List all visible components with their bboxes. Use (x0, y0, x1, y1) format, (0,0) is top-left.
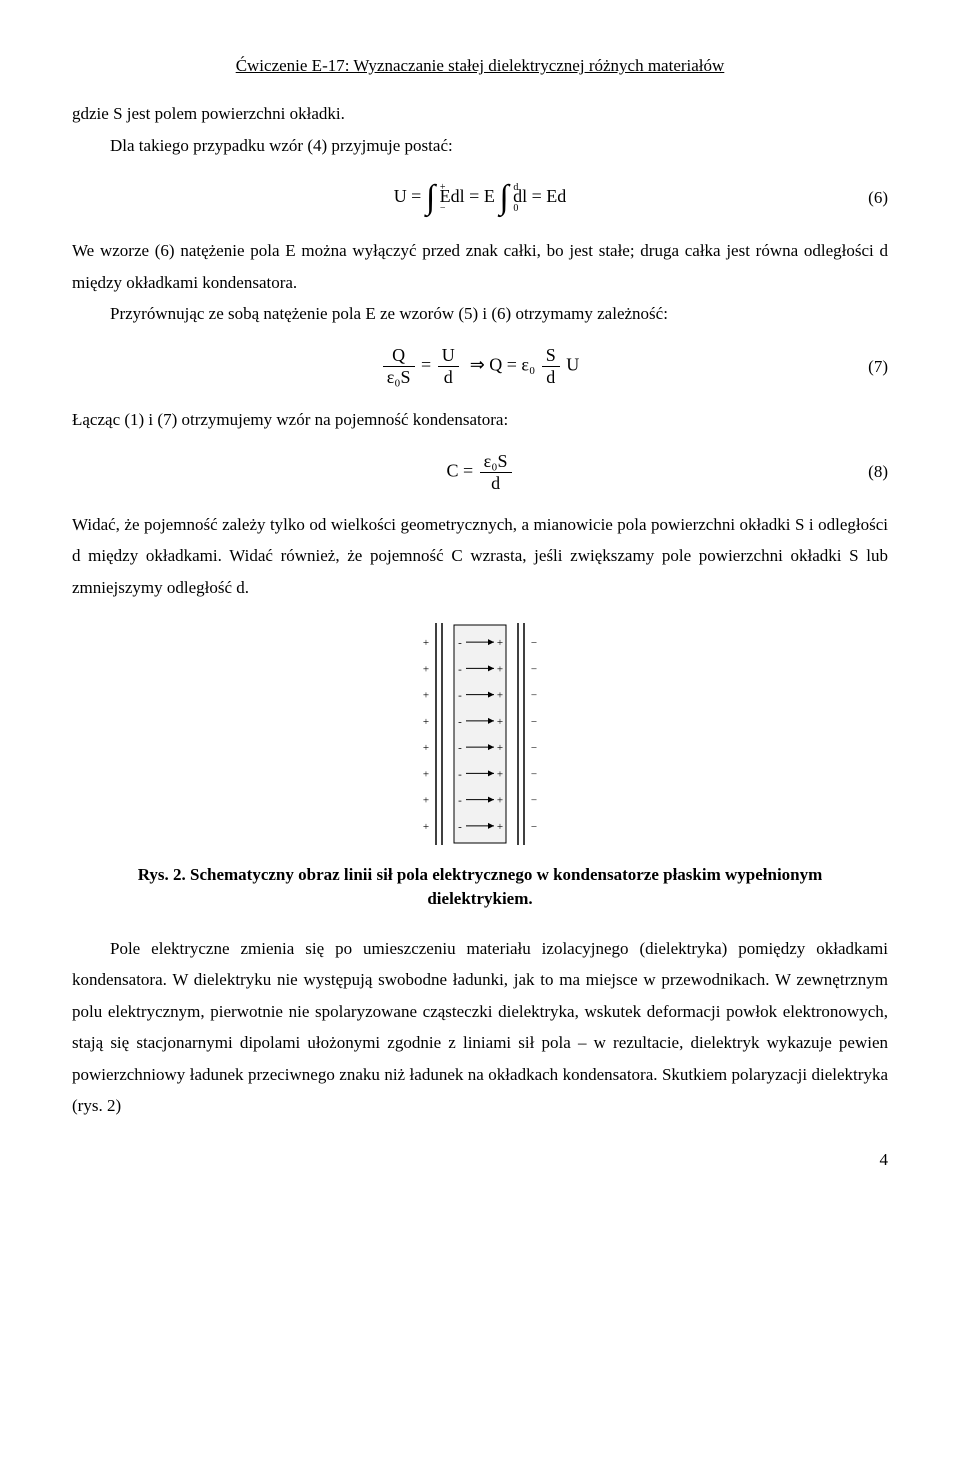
svg-text:-: - (458, 742, 462, 754)
svg-text:+: + (497, 742, 503, 754)
paragraph-6: Widać, że pojemność zależy tylko od wiel… (72, 509, 888, 603)
svg-text:+: + (423, 742, 429, 754)
paragraph-2: Dla takiego przypadku wzór (4) przyjmuje… (72, 130, 888, 161)
svg-text:-: - (458, 769, 462, 781)
svg-text:+: + (423, 821, 429, 833)
eq7-f2-num: U (438, 345, 459, 367)
eq6-mid1: Edl = E (440, 186, 495, 206)
svg-text:−: − (531, 795, 537, 807)
eq7-implies: ⇒ Q = ε₀ (470, 355, 536, 375)
eq7-f3-den: d (542, 367, 560, 388)
eq7-eq1: = (421, 355, 431, 375)
eq6-rhs: dl = Ed (513, 186, 566, 206)
eq6-lhs: U = (394, 186, 422, 206)
paragraph-4: Przyrównując ze sobą natężenie pola E ze… (72, 298, 888, 329)
svg-text:−: − (531, 742, 537, 754)
page-header: Ćwiczenie E-17: Wyznaczanie stałej diele… (72, 56, 888, 76)
figure-caption: Rys. 2. Schematyczny obraz linii sił pol… (72, 863, 888, 911)
svg-text:-: - (458, 664, 462, 676)
svg-text:+: + (423, 637, 429, 649)
eq8-den: d (480, 473, 512, 494)
svg-text:−: − (531, 716, 537, 728)
figcap-line2: dielektrykiem. (427, 889, 532, 908)
int2-upper: d (513, 184, 518, 191)
svg-text:−: − (531, 637, 537, 649)
capacitor-diagram: + − - + + − - + + − - + + − - + + − - + + − - + + − - + + − - + (420, 619, 540, 849)
eq8-frac: ε₀S d (480, 451, 512, 493)
svg-text:+: + (423, 664, 429, 676)
paragraph-1: gdzie S jest polem powierzchni okładki. (72, 98, 888, 129)
int1-upper: + (440, 184, 446, 191)
eq7-tail: U (566, 355, 579, 375)
svg-text:-: - (458, 716, 462, 728)
svg-text:+: + (423, 690, 429, 702)
svg-text:+: + (497, 664, 503, 676)
svg-text:−: − (531, 821, 537, 833)
svg-text:+: + (497, 637, 503, 649)
int1-lower: − (440, 205, 446, 212)
equation-7: Q ε₀S = U d ⇒ Q = ε₀ S d U (7) (72, 344, 888, 390)
svg-text:+: + (423, 795, 429, 807)
int2-lower: 0 (513, 205, 518, 212)
page-number: 4 (72, 1150, 888, 1170)
eq7-f1-num: Q (383, 345, 415, 367)
svg-text:−: − (531, 769, 537, 781)
eq8-lhs: C = (446, 460, 473, 480)
svg-text:+: + (497, 769, 503, 781)
figcap-line1: Rys. 2. Schematyczny obraz linii sił pol… (138, 865, 823, 884)
eq8-number: (8) (868, 462, 888, 482)
svg-text:−: − (531, 664, 537, 676)
integral-2: ∫ d 0 (499, 186, 508, 210)
eq7-frac2: U d (438, 345, 459, 387)
eq6-number: (6) (868, 188, 888, 208)
paragraph-3: We wzorze (6) natężenie pola E można wył… (72, 235, 888, 298)
equation-8: C = ε₀S d (8) (72, 449, 888, 495)
equation-6: U = ∫ + − Edl = E ∫ d 0 dl = Ed (6) (72, 175, 888, 221)
eq7-f1-den: ε₀S (383, 367, 415, 388)
svg-text:+: + (497, 795, 503, 807)
integral-1: ∫ + − (426, 186, 435, 210)
svg-text:+: + (497, 821, 503, 833)
eq7-frac1: Q ε₀S (383, 345, 415, 387)
svg-text:+: + (497, 690, 503, 702)
svg-text:-: - (458, 637, 462, 649)
eq7-f3-num: S (542, 345, 560, 367)
svg-text:+: + (423, 716, 429, 728)
svg-text:−: − (531, 690, 537, 702)
eq8-num: ε₀S (480, 451, 512, 473)
eq7-f2-den: d (438, 367, 459, 388)
svg-text:-: - (458, 690, 462, 702)
eq7-frac3: S d (542, 345, 560, 387)
svg-text:+: + (497, 716, 503, 728)
svg-text:-: - (458, 795, 462, 807)
svg-text:-: - (458, 821, 462, 833)
eq7-number: (7) (868, 356, 888, 376)
paragraph-7: Pole elektryczne zmienia się po umieszcz… (72, 933, 888, 1122)
svg-text:+: + (423, 769, 429, 781)
paragraph-5: Łącząc (1) i (7) otrzymujemy wzór na poj… (72, 404, 888, 435)
